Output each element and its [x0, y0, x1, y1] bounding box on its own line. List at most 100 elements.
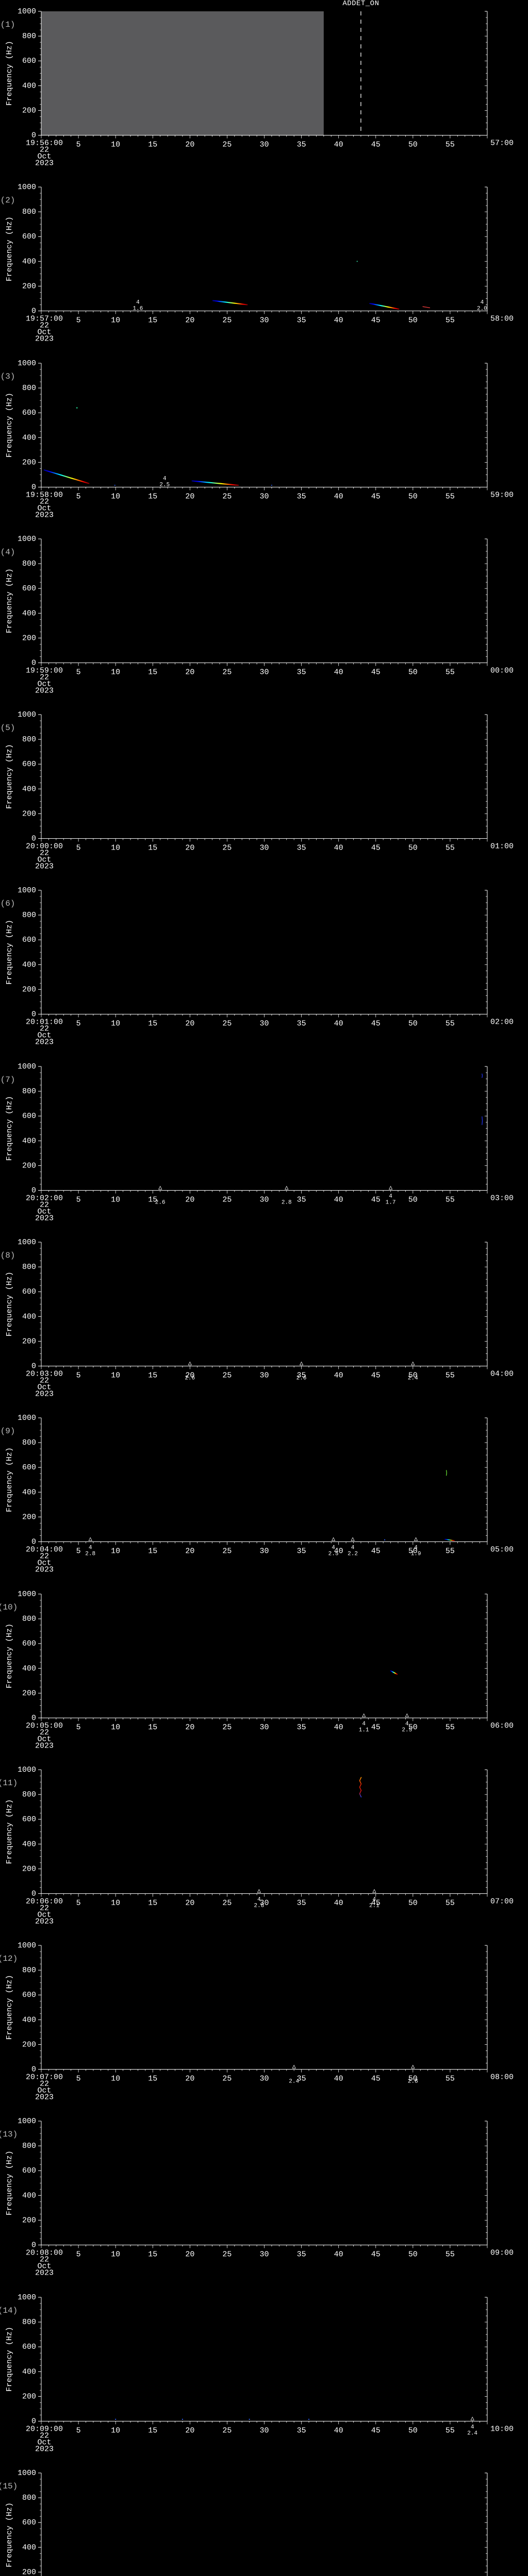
svg-text:06:00: 06:00: [490, 1721, 514, 1730]
svg-text:5: 5: [76, 844, 81, 853]
svg-text:1000: 1000: [18, 535, 36, 544]
svg-text:400: 400: [22, 1137, 36, 1145]
svg-text:25: 25: [222, 1371, 232, 1380]
svg-text:200: 200: [22, 1161, 36, 1170]
svg-text:600: 600: [22, 232, 36, 241]
svg-text:600: 600: [22, 2518, 36, 2527]
svg-text:600: 600: [22, 1815, 36, 1824]
svg-text:50: 50: [408, 1723, 418, 1732]
svg-text:10: 10: [111, 668, 120, 676]
svg-text:400: 400: [22, 1312, 36, 1321]
svg-text:(11): (11): [0, 1778, 18, 1788]
svg-text:200: 200: [22, 1689, 36, 1698]
svg-text:5: 5: [76, 492, 81, 501]
svg-text:20: 20: [185, 844, 194, 853]
svg-text:08:00: 08:00: [490, 2073, 514, 2082]
svg-text:40: 40: [334, 2426, 343, 2435]
svg-text:5: 5: [76, 1899, 81, 1907]
svg-text:58:00: 58:00: [490, 315, 514, 324]
svg-text:35: 35: [297, 844, 306, 853]
svg-text:(15): (15): [0, 2482, 18, 2491]
svg-text:400: 400: [22, 2015, 36, 2024]
svg-text:1000: 1000: [18, 183, 36, 192]
svg-text:1000: 1000: [18, 2117, 36, 2126]
svg-text:25: 25: [222, 316, 232, 325]
svg-text:35: 35: [297, 2075, 306, 2083]
svg-text:25: 25: [222, 492, 232, 501]
svg-text:45: 45: [371, 2250, 381, 2259]
svg-text:30: 30: [260, 1899, 269, 1907]
svg-text:600: 600: [22, 1463, 36, 1472]
svg-text:4: 4: [481, 300, 484, 306]
svg-text:ADDET_ON: ADDET_ON: [342, 0, 379, 8]
svg-text:600: 600: [22, 760, 36, 769]
svg-text:400: 400: [22, 258, 36, 266]
svg-text:2023: 2023: [35, 335, 54, 344]
svg-text:10: 10: [111, 2250, 120, 2259]
svg-text:35: 35: [297, 668, 306, 676]
svg-text:800: 800: [22, 1438, 36, 1447]
svg-text:Frequency (Hz): Frequency (Hz): [5, 2327, 14, 2392]
svg-text:20: 20: [185, 2250, 194, 2259]
svg-text:2.8: 2.8: [282, 1199, 292, 1206]
svg-text:200: 200: [22, 106, 36, 115]
svg-text:20: 20: [185, 1723, 194, 1732]
svg-text:50: 50: [408, 844, 418, 853]
svg-text:800: 800: [22, 384, 36, 393]
svg-text:1000: 1000: [18, 2293, 36, 2302]
svg-text:1000: 1000: [18, 7, 36, 16]
svg-text:15: 15: [148, 1899, 157, 1907]
svg-text:4: 4: [471, 2424, 474, 2430]
svg-text:25: 25: [222, 1195, 232, 1204]
svg-text:400: 400: [22, 961, 36, 970]
svg-text:15: 15: [148, 1547, 157, 1556]
svg-text:15: 15: [148, 1195, 157, 1204]
svg-text:Frequency (Hz): Frequency (Hz): [5, 217, 14, 282]
svg-text:600: 600: [22, 1991, 36, 1999]
svg-text:20: 20: [185, 2426, 194, 2435]
svg-text:25: 25: [222, 668, 232, 676]
svg-text:800: 800: [22, 1615, 36, 1623]
svg-text:35: 35: [297, 1723, 306, 1732]
svg-text:15: 15: [148, 316, 157, 325]
svg-text:(14): (14): [0, 2306, 18, 2315]
svg-text:(2): (2): [1, 196, 15, 205]
svg-text:40: 40: [334, 316, 343, 325]
svg-text:20: 20: [185, 492, 194, 501]
svg-text:600: 600: [22, 584, 36, 593]
svg-text:600: 600: [22, 1112, 36, 1121]
svg-text:15: 15: [148, 2250, 157, 2259]
svg-text:5: 5: [76, 1723, 81, 1732]
svg-text:40: 40: [334, 492, 343, 501]
svg-text:1000: 1000: [18, 886, 36, 895]
svg-text:15: 15: [148, 844, 157, 853]
svg-text:30: 30: [260, 1020, 269, 1028]
svg-text:30: 30: [260, 844, 269, 853]
svg-text:30: 30: [260, 1547, 269, 1556]
svg-text:05:00: 05:00: [490, 1546, 514, 1554]
svg-text:200: 200: [22, 1865, 36, 1873]
svg-text:40: 40: [334, 140, 343, 149]
svg-text:600: 600: [22, 2343, 36, 2351]
svg-text:20: 20: [185, 1195, 194, 1204]
svg-text:25: 25: [222, 140, 232, 149]
svg-text:800: 800: [22, 208, 36, 216]
svg-text:5: 5: [76, 316, 81, 325]
svg-text:45: 45: [371, 2426, 381, 2435]
svg-text:50: 50: [408, 492, 418, 501]
svg-text:800: 800: [22, 2318, 36, 2327]
svg-text:55: 55: [446, 2075, 455, 2083]
svg-text:50: 50: [408, 1195, 418, 1204]
svg-text:20: 20: [185, 1371, 194, 1380]
svg-text:400: 400: [22, 2543, 36, 2552]
svg-text:55: 55: [446, 2250, 455, 2259]
svg-text:400: 400: [22, 433, 36, 442]
svg-text:35: 35: [297, 1195, 306, 1204]
svg-text:200: 200: [22, 282, 36, 291]
svg-text:35: 35: [297, 1020, 306, 1028]
svg-text:800: 800: [22, 1263, 36, 1272]
svg-text:15: 15: [148, 2075, 157, 2083]
svg-text:200: 200: [22, 2568, 36, 2576]
svg-text:(9): (9): [1, 1427, 15, 1436]
svg-text:Frequency (Hz): Frequency (Hz): [5, 1272, 14, 1336]
